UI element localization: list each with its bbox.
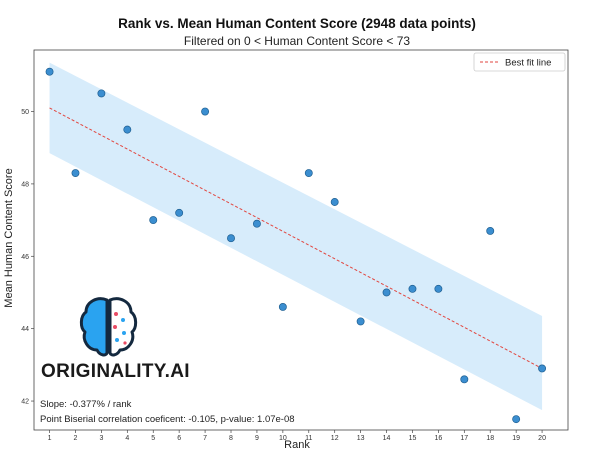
y-axis-label: Mean Human Content Score (3, 168, 15, 307)
x-tick-label: 9 (255, 435, 259, 442)
x-tick-label: 16 (434, 435, 442, 442)
x-axis-ticks: 1 2 3 4 5 6 7 8 9 10 11 12 13 14 15 16 17 18 19 20 (48, 430, 546, 442)
logo: ORIGINALITY.AI (41, 297, 190, 382)
data-point (408, 284, 417, 293)
x-tick-label: 1 (48, 435, 52, 442)
x-tick-label: 2 (74, 435, 78, 442)
data-point (71, 169, 80, 177)
x-tick-label: 8 (229, 435, 233, 442)
plot-area (33, 49, 569, 431)
logo-wordmark: ORIGINALITY.AI (41, 361, 190, 382)
data-point (486, 227, 495, 235)
data-point (330, 198, 339, 206)
x-tick-label: 13 (357, 435, 365, 442)
y-tick-label: 42 (21, 399, 29, 406)
data-point (149, 216, 158, 225)
x-tick-label: 10 (279, 435, 287, 442)
plot-frame (33, 49, 569, 431)
y-tick-label: 44 (21, 326, 29, 333)
x-tick-label: 12 (331, 435, 339, 442)
legend-label: Best fit line (505, 58, 551, 69)
brain-icon (79, 297, 138, 357)
confidence-band (49, 62, 543, 411)
data-point (538, 364, 547, 373)
legend-box (473, 52, 566, 72)
data-point (201, 107, 210, 116)
data-point (356, 317, 365, 326)
legend: Best fit line (473, 52, 566, 72)
data-point (227, 234, 235, 243)
x-tick-label: 4 (125, 435, 129, 442)
x-tick-label: 14 (383, 435, 391, 442)
x-tick-label: 6 (177, 435, 181, 442)
data-point (97, 89, 106, 98)
data-points (45, 67, 547, 424)
x-tick-label: 20 (538, 435, 546, 442)
x-tick-label: 15 (409, 435, 417, 442)
x-tick-label: 18 (486, 435, 494, 442)
data-point (252, 219, 261, 228)
correlation-annotation: Point Biserial correlation coeficent: -0… (40, 414, 295, 425)
y-axis-ticks: 42 44 46 48 50 (21, 109, 34, 406)
x-tick-label: 3 (99, 435, 103, 442)
x-tick-label: 5 (151, 435, 155, 442)
chart-title: Rank vs. Mean Human Content Score (2948 … (118, 16, 476, 31)
data-point (434, 284, 443, 293)
chart-subtitle: Filtered on 0 < Human Content Score < 73 (184, 34, 410, 48)
y-tick-label: 46 (21, 254, 29, 261)
y-tick-label: 50 (21, 109, 29, 116)
best-fit-line (49, 107, 543, 369)
x-tick-label: 7 (203, 435, 207, 442)
data-point (460, 375, 469, 384)
data-point (123, 125, 132, 134)
data-point (512, 415, 521, 424)
data-point (175, 208, 184, 217)
data-point (304, 169, 313, 177)
slope-annotation: Slope: -0.377% / rank (40, 399, 132, 410)
x-tick-label: 11 (305, 435, 312, 442)
data-point (382, 288, 391, 297)
x-axis-label: Rank (284, 439, 310, 451)
x-tick-label: 19 (512, 435, 520, 442)
data-point (45, 67, 54, 76)
x-tick-label: 17 (460, 435, 468, 442)
y-tick-label: 48 (21, 181, 29, 188)
data-point (278, 303, 287, 311)
